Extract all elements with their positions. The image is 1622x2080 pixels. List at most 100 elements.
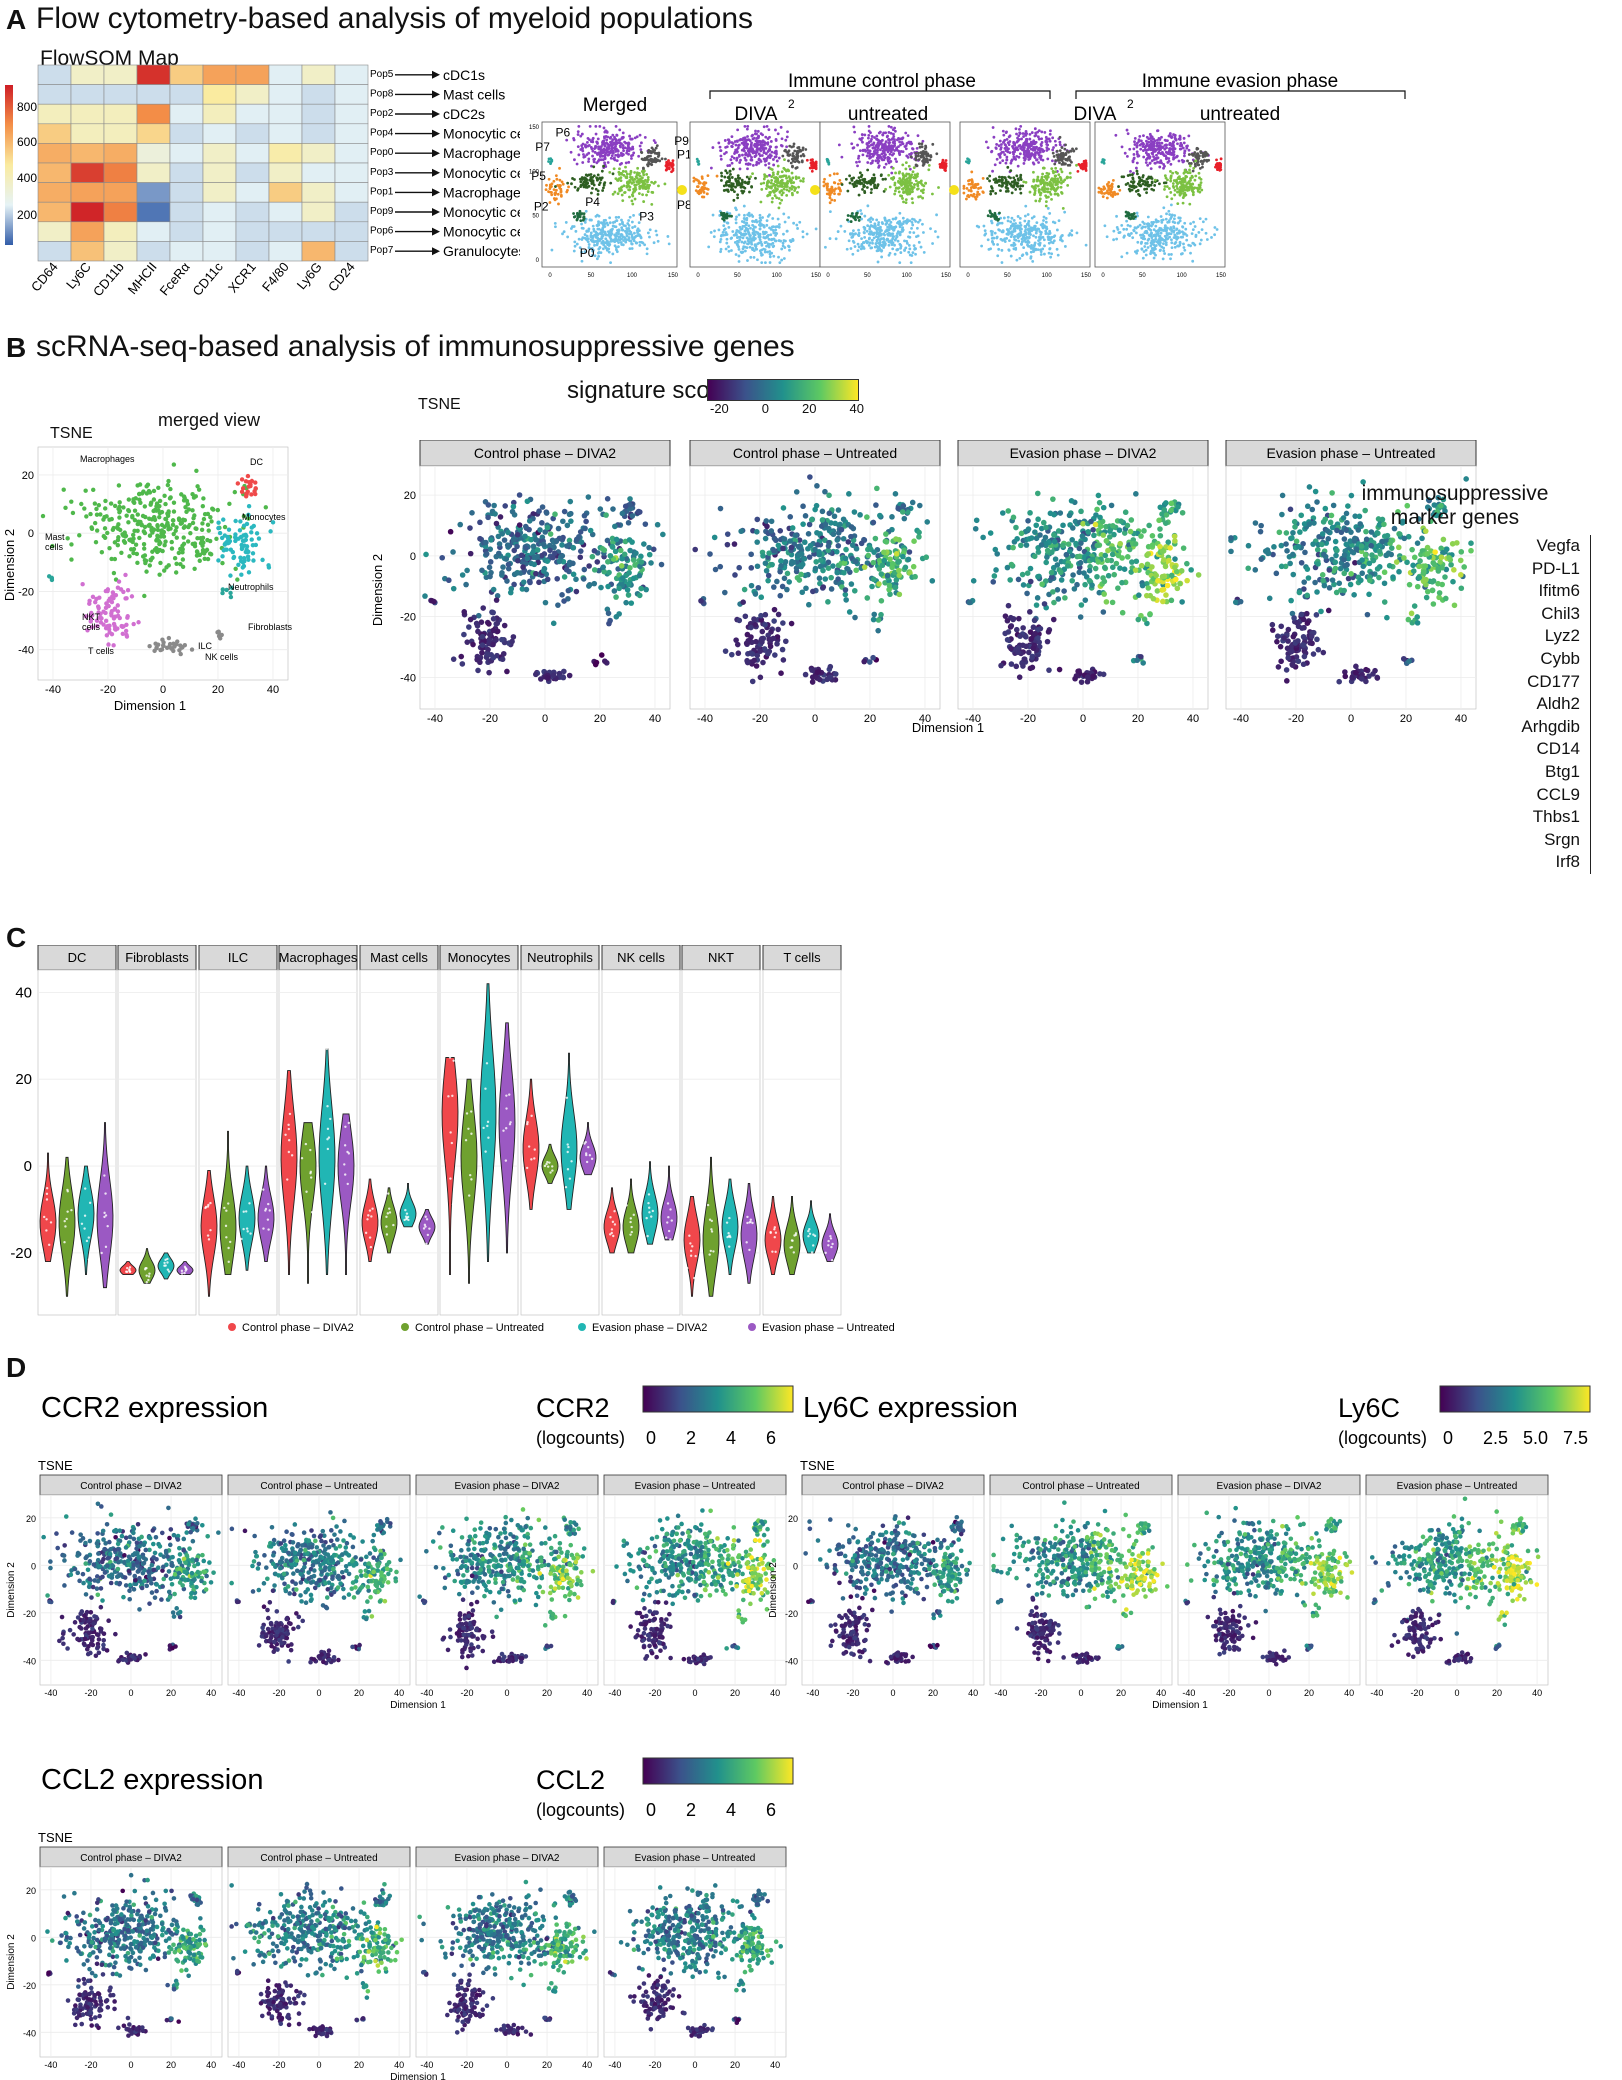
flow-cell-dot (554, 174, 558, 178)
flow-cell-dot (618, 173, 621, 176)
flow-cell-dot (602, 243, 606, 247)
flow-cell-dot (887, 157, 891, 161)
heatmap-scale-bar (5, 85, 13, 245)
flow-cell-dot (596, 193, 600, 196)
flow-cell-dot (1136, 225, 1140, 229)
flow-cell-dot (614, 153, 618, 157)
flow-cell-dot (601, 142, 605, 145)
flow-cell-dot (632, 151, 636, 155)
flow-cell-dot (776, 132, 780, 136)
flow-cell-dot (805, 232, 809, 236)
flow-cell-dot (1000, 184, 1004, 188)
flow-cell-dot (1105, 191, 1108, 195)
flow-cell-dot (912, 231, 916, 235)
flow-cell-dot (1152, 155, 1155, 159)
flow-cell-dot (1046, 206, 1050, 210)
flow-cell-dot (761, 253, 764, 257)
flow-cell-dot (1060, 191, 1064, 195)
flow-cell-dot (1189, 222, 1192, 226)
flow-cell-dot (1131, 176, 1135, 180)
flow-cell-dot (747, 177, 751, 181)
flow-cell-dot (725, 237, 729, 241)
flow-cell-dot (736, 128, 740, 132)
flow-cell-dot (575, 162, 579, 166)
heatmap-cell (70, 123, 105, 144)
heatmap-cell (70, 103, 105, 125)
flow-cell-dot (569, 227, 573, 230)
flow-cell-dot (1060, 234, 1064, 238)
flow-cell-dot (768, 173, 771, 177)
flow-cell-dot (1063, 210, 1067, 214)
flow-cell-dot (857, 154, 861, 158)
flow-cell-dot (1005, 130, 1008, 134)
flow-cell-dot (621, 222, 624, 225)
flow-cell-dot (1007, 230, 1010, 234)
heatmap-cell (70, 221, 105, 242)
flow-cell-dot (1204, 231, 1208, 235)
flow-cell-dot (727, 139, 731, 143)
flow-cell-dot (1192, 166, 1196, 170)
flow-cell-dot (901, 142, 905, 146)
flow-cell-dot (776, 164, 780, 168)
flow-cell-dot (1032, 250, 1035, 254)
flow-cell-dot (782, 174, 786, 178)
flow-cell-dot (627, 144, 630, 148)
flow-cell-dot (1143, 187, 1146, 191)
flow-cell-dot (730, 176, 734, 179)
heatmap-cell (301, 201, 336, 223)
flow-cell-dot (709, 166, 713, 170)
flow-cell-dot (901, 163, 905, 167)
flow-cell-dot (908, 230, 912, 234)
flow-cell-dot (1107, 186, 1111, 190)
flow-cell-dot (1190, 152, 1194, 156)
tsne-axis-tick: 50 (734, 273, 741, 279)
flow-cell-dot (612, 167, 616, 171)
flow-cell-dot (591, 149, 595, 153)
flow-cell-dot (1169, 170, 1172, 173)
flow-cell-dot (991, 240, 995, 244)
flow-cell-dot (1002, 133, 1006, 137)
flow-cell-dot (993, 231, 997, 235)
flow-cell-dot (615, 219, 619, 222)
flow-cell-dot (749, 226, 752, 230)
flow-cell-dot (866, 224, 870, 227)
flow-cell-dot (579, 219, 583, 223)
flow-cell-dot (1033, 243, 1037, 247)
flow-cell-dot (1180, 144, 1184, 148)
flow-cell-dot (755, 247, 759, 251)
flow-cell-dot (1036, 175, 1040, 179)
heatmap-cell (334, 221, 369, 242)
flow-cell-dot (1056, 179, 1059, 182)
flow-cell-dot (1134, 231, 1138, 235)
flow-cell-dot (1009, 231, 1012, 235)
flow-cell-dot (756, 129, 760, 133)
flow-cell-dot (845, 247, 849, 251)
flow-cell-dot (570, 182, 573, 186)
flow-cell-dot (1148, 161, 1152, 165)
heatmap-cell (136, 64, 171, 85)
flow-cell-dot (970, 170, 974, 174)
flow-cell-dot (781, 154, 785, 158)
flow-cell-dot (882, 147, 886, 151)
flow-cell-dot (1175, 227, 1179, 231)
flow-cell-dot (1178, 137, 1182, 141)
flow-cell-dot (1216, 164, 1219, 168)
flow-cell-dot (597, 214, 601, 218)
flow-cell-dot (595, 224, 599, 227)
flow-cell-dot (1033, 127, 1037, 131)
flow-cell-dot (1077, 162, 1081, 166)
flow-cell-dot (1218, 168, 1222, 172)
flow-cell-dot (1140, 226, 1144, 230)
flow-cell-dot (1016, 136, 1019, 140)
flow-cell-dot (637, 179, 641, 183)
flow-cell-dot (1051, 183, 1054, 187)
flow-cell-dot (1131, 236, 1135, 240)
heatmap-cell (235, 64, 270, 85)
flow-cell-dot (1138, 184, 1141, 187)
flow-cell-dot (1125, 251, 1129, 255)
flow-cell-dot (1015, 154, 1019, 158)
flow-cell-dot (1019, 223, 1023, 227)
flow-cell-dot (1038, 149, 1042, 153)
tsne-axis-tick: 0 (1101, 273, 1105, 279)
flow-cell-dot (761, 139, 765, 143)
